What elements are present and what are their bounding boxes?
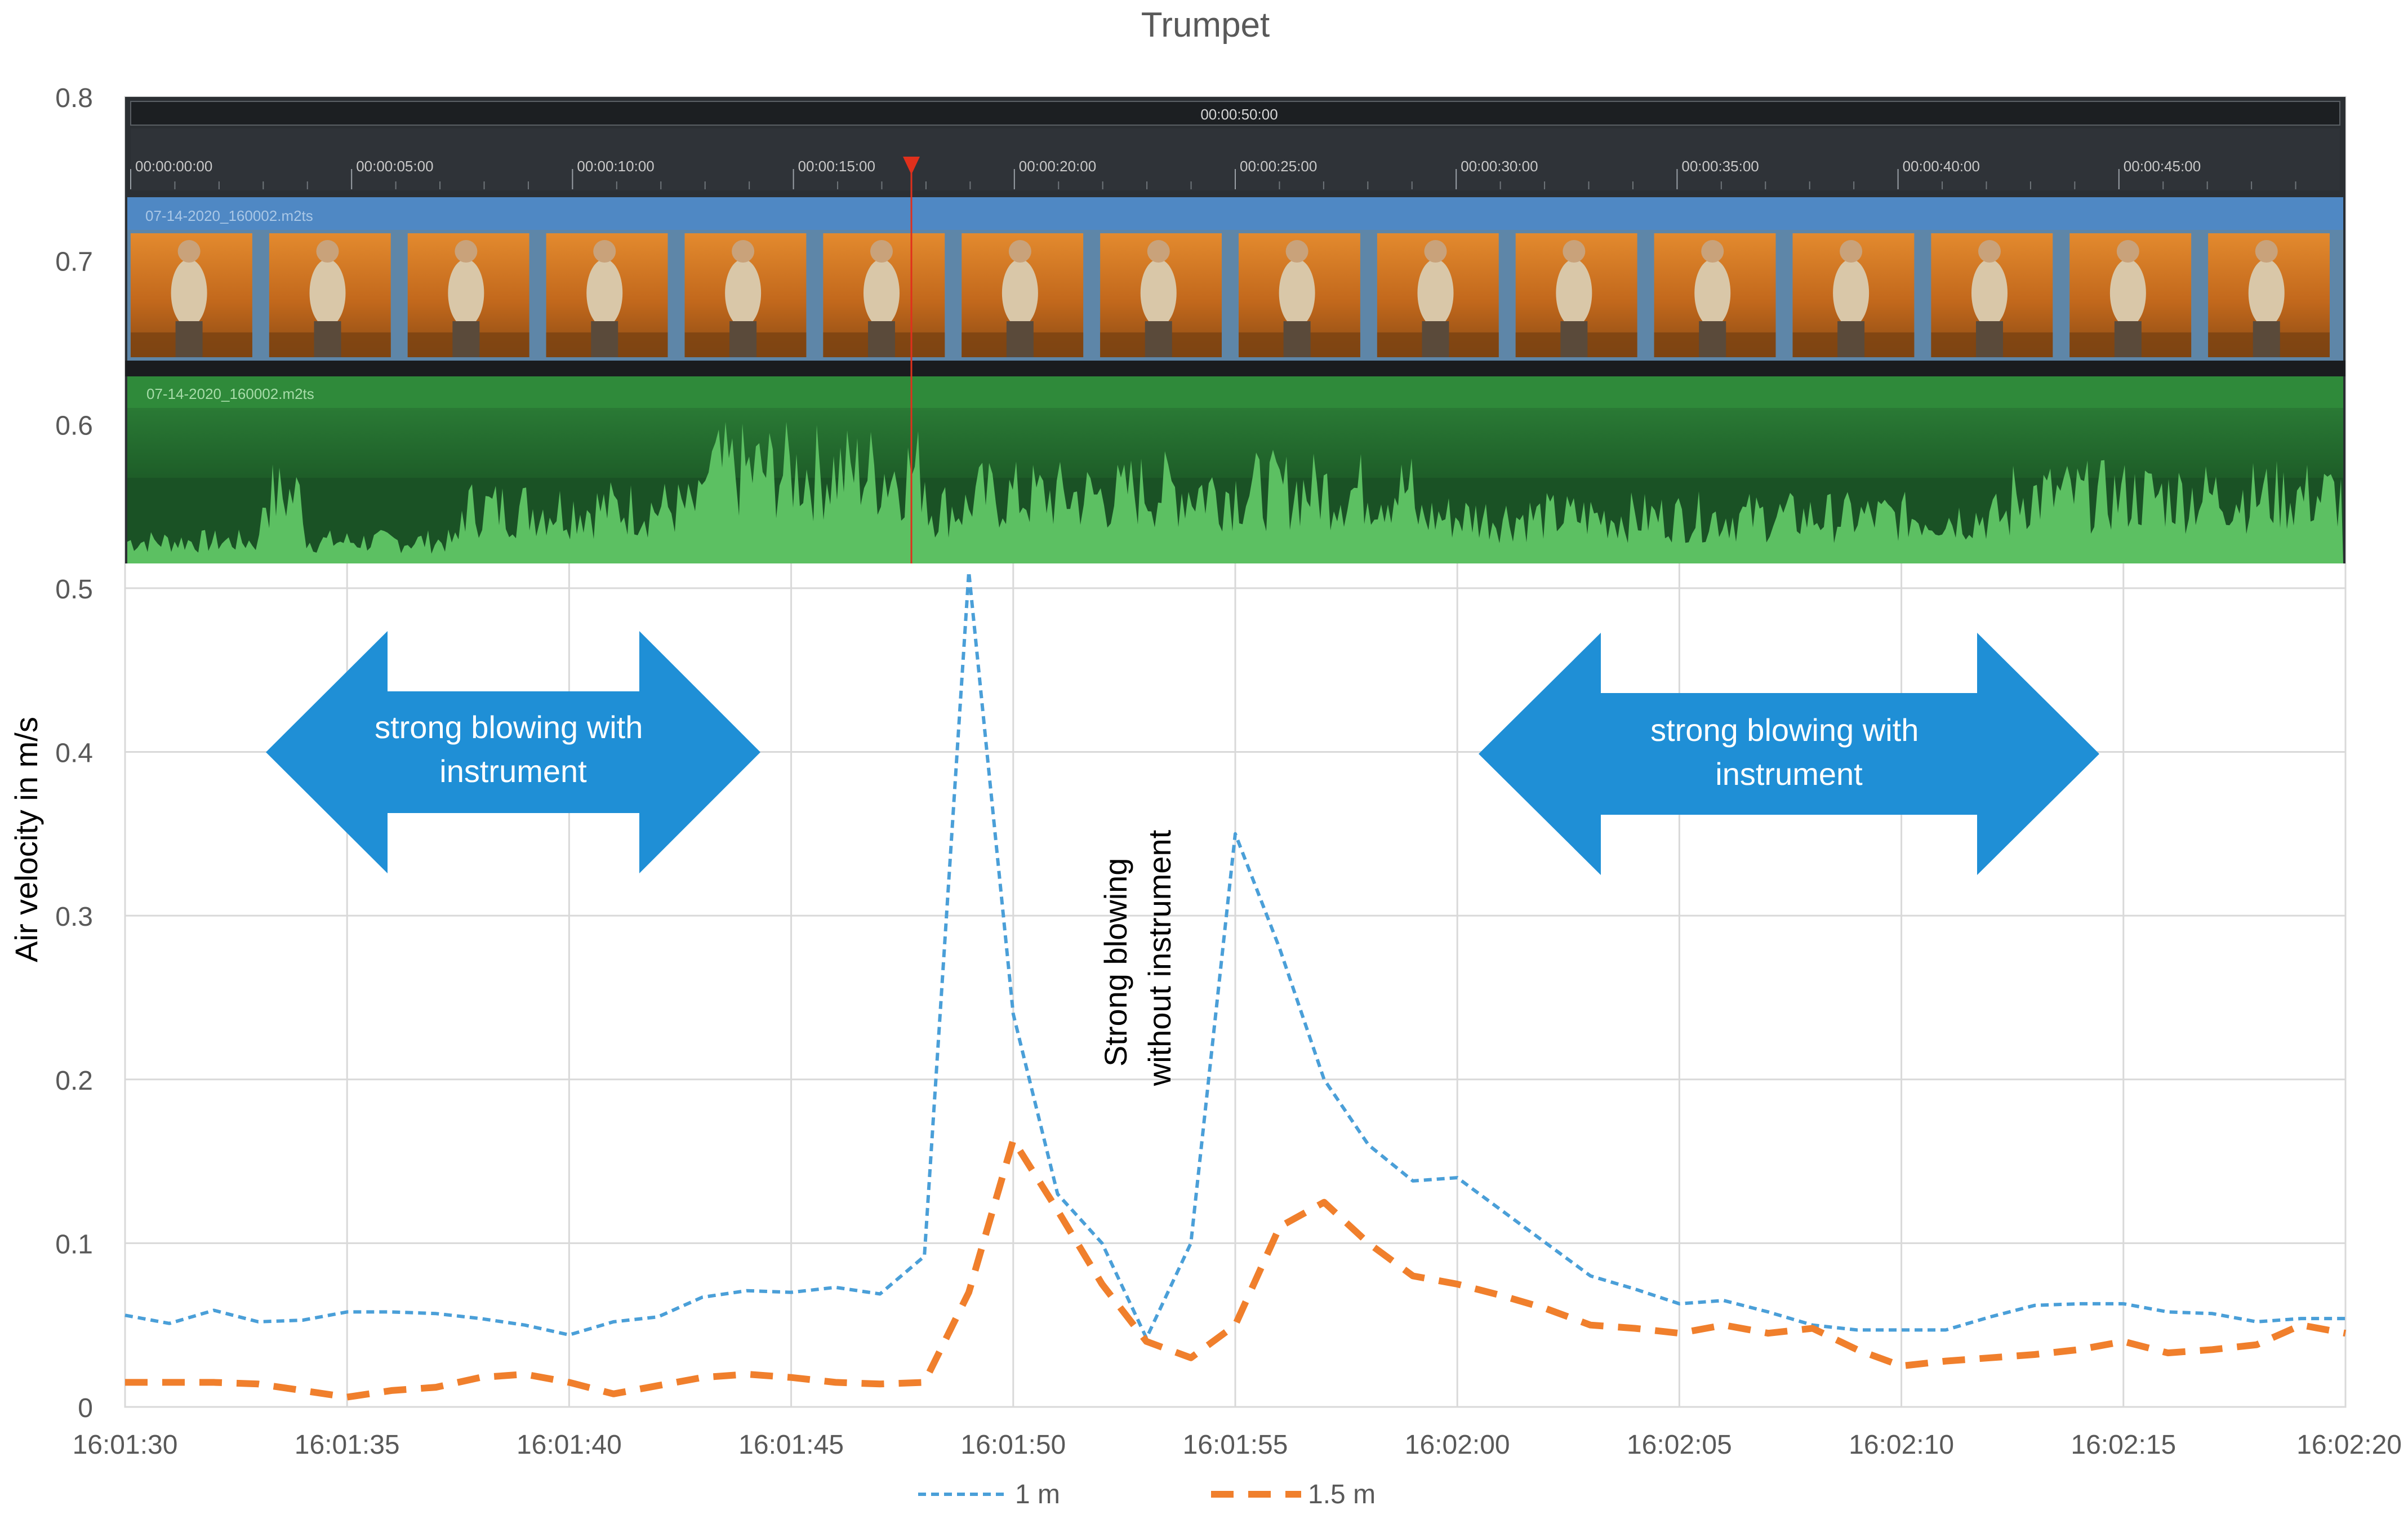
y-tick-label: 0.7 <box>55 247 93 277</box>
right-arrow-text: strong blowing with instrument <box>1650 712 1928 792</box>
video-thumbnail <box>1654 233 1776 357</box>
audio-track-header <box>127 376 2343 408</box>
left-double-arrow-shape <box>266 631 760 873</box>
series-line-1 <box>124 570 2345 1340</box>
ruler-tick-label: 00:00:00:00 <box>135 158 212 175</box>
legend-label: 1 m <box>1015 1480 1060 1509</box>
x-tick-label: 16:02:00 <box>1405 1430 1510 1460</box>
y-axis-label: Air velocity in m/s <box>8 717 44 962</box>
x-tick-label: 16:02:10 <box>1849 1430 1954 1460</box>
video-thumbnail <box>1792 233 1915 357</box>
y-tick-label: 0.4 <box>55 739 93 769</box>
legend-label: 1.5 m <box>1308 1480 1376 1509</box>
y-tick-label: 0.2 <box>55 1066 93 1096</box>
y-tick-label: 0.5 <box>55 575 93 605</box>
duration-label: 00:00:50:00 <box>1200 106 1278 123</box>
x-tick-label: 16:02:20 <box>2296 1430 2402 1460</box>
y-tick-label: 0 <box>78 1393 93 1423</box>
x-tick-label: 16:01:35 <box>295 1430 400 1460</box>
playhead-marker-icon <box>903 157 920 175</box>
video-thumbnail <box>823 233 945 357</box>
video-thumbnail <box>962 233 1084 357</box>
audio-waveform <box>127 421 2343 563</box>
y-tick-label: 0.8 <box>55 83 93 113</box>
video-thumbnail <box>1515 233 1637 357</box>
video-editor-overlay: 00:00:50:00 00:00:00:00 00:00:05:00 00:00:… <box>125 97 2345 563</box>
vertical-annotation: Strong blowing without instrument <box>1098 829 1177 1086</box>
video-thumbnail <box>407 233 529 357</box>
legend: 1 m 1.5 m <box>918 1480 1376 1509</box>
right-double-arrow-shape <box>1479 633 2099 875</box>
data-series <box>124 570 2347 1401</box>
x-tick-label: 16:01:50 <box>960 1430 1066 1460</box>
ruler-tick-label: 00:00:40:00 <box>1903 158 1980 175</box>
chart-title: Trumpet <box>1141 6 1270 45</box>
video-thumbnail <box>1931 233 2053 357</box>
video-track-header <box>127 197 2343 230</box>
video-thumbnail <box>2069 233 2192 357</box>
ruler-tick-label: 00:00:30:00 <box>1461 158 1538 175</box>
ruler-tick-label: 00:00:45:00 <box>2124 158 2201 175</box>
y-tick-label: 0.3 <box>55 902 93 932</box>
audio-clip-name: 07-14-2020_160002.m2ts <box>146 385 314 402</box>
x-tick-label: 16:01:45 <box>738 1430 844 1460</box>
y-tick-label: 0.6 <box>55 411 93 441</box>
x-tick-label: 16:01:40 <box>517 1430 622 1460</box>
ruler-tick-label: 00:00:10:00 <box>577 158 654 175</box>
video-thumbnail <box>684 233 807 357</box>
video-thumbnail <box>1239 233 1360 357</box>
ruler-ticks: 00:00:00:00 00:00:05:00 00:00:10:00 00:00:1… <box>130 158 2296 189</box>
ruler-tick-label: 00:00:25:00 <box>1240 158 1317 175</box>
video-thumbnail <box>269 233 391 357</box>
video-thumbnail <box>546 233 668 357</box>
duration-bar <box>130 101 2340 126</box>
x-tick-label: 16:02:15 <box>2071 1430 2176 1460</box>
video-thumbnail <box>1100 233 1222 357</box>
left-arrow-text: strong blowing with instrument <box>375 709 652 789</box>
left-double-arrow: strong blowing with instrument <box>266 631 760 873</box>
x-tick-label: 16:01:30 <box>73 1430 178 1460</box>
ruler-tick-label: 00:00:35:00 <box>1681 158 1759 175</box>
track-separator <box>125 361 2345 376</box>
x-axis-ticks: 16:01:30 16:01:35 16:01:40 16:01:45 16:01:50… <box>73 1430 2402 1460</box>
ruler-tick-label: 00:00:20:00 <box>1019 158 1096 175</box>
video-thumbnail <box>131 233 252 357</box>
ruler-tick-label: 00:00:15:00 <box>798 158 875 175</box>
right-double-arrow: strong blowing with instrument <box>1479 633 2099 875</box>
series-line-2 <box>125 1136 2347 1401</box>
video-thumbnail <box>1377 233 1499 357</box>
y-axis-ticks: 0 0.1 0.2 0.3 0.4 0.5 0.6 0.7 0.8 <box>55 83 93 1423</box>
video-clip-name: 07-14-2020_160002.m2ts <box>145 207 313 224</box>
y-tick-label: 0.1 <box>55 1229 93 1259</box>
x-tick-label: 16:02:05 <box>1627 1430 1732 1460</box>
ruler-tick-label: 00:00:05:00 <box>356 158 433 175</box>
video-thumbnail <box>2208 233 2330 357</box>
video-thumbnails <box>131 233 2330 357</box>
x-tick-label: 16:01:55 <box>1183 1430 1288 1460</box>
